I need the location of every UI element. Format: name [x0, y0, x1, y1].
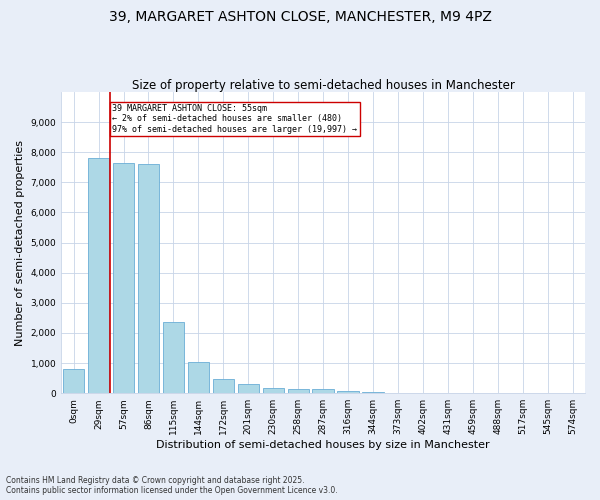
Bar — [63, 369, 84, 393]
Bar — [88, 158, 109, 393]
Title: Size of property relative to semi-detached houses in Manchester: Size of property relative to semi-detach… — [131, 79, 515, 92]
Bar — [263, 388, 284, 393]
X-axis label: Distribution of semi-detached houses by size in Manchester: Distribution of semi-detached houses by … — [156, 440, 490, 450]
Bar — [313, 390, 334, 393]
Bar — [188, 362, 209, 393]
Bar — [362, 392, 383, 393]
Bar — [138, 164, 159, 393]
Bar — [163, 322, 184, 393]
Bar — [213, 380, 234, 393]
Bar — [238, 384, 259, 393]
Text: 39 MARGARET ASHTON CLOSE: 55sqm
← 2% of semi-detached houses are smaller (480)
9: 39 MARGARET ASHTON CLOSE: 55sqm ← 2% of … — [112, 104, 358, 134]
Bar — [337, 391, 359, 393]
Bar — [287, 390, 309, 393]
Bar — [113, 163, 134, 393]
Text: Contains HM Land Registry data © Crown copyright and database right 2025.
Contai: Contains HM Land Registry data © Crown c… — [6, 476, 338, 495]
Text: 39, MARGARET ASHTON CLOSE, MANCHESTER, M9 4PZ: 39, MARGARET ASHTON CLOSE, MANCHESTER, M… — [109, 10, 491, 24]
Y-axis label: Number of semi-detached properties: Number of semi-detached properties — [15, 140, 25, 346]
